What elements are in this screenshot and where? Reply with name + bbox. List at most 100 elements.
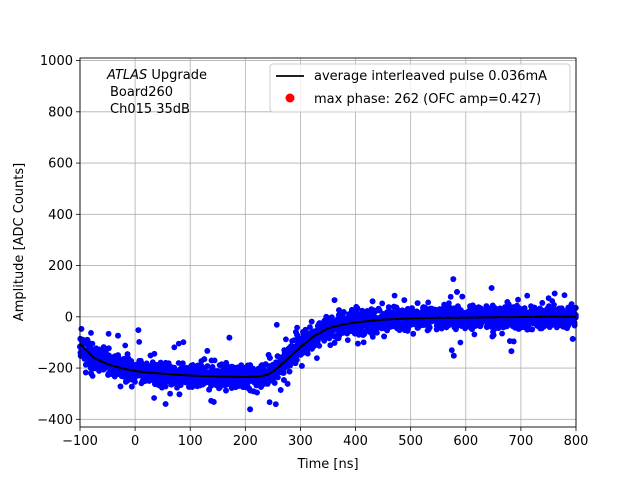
sample-point [151, 395, 158, 401]
sample-point [401, 327, 408, 333]
sample-point [247, 368, 254, 375]
sample-point [176, 391, 183, 398]
sample-point [244, 383, 251, 390]
sample-point [171, 344, 178, 351]
sample-point [446, 304, 453, 311]
sample-point [316, 325, 323, 331]
sample-point [204, 348, 211, 354]
sample-point [272, 401, 279, 408]
sample-point [204, 363, 211, 369]
sample-point [135, 327, 142, 333]
sample-point [370, 320, 377, 327]
annotation-line-2: Board260 [110, 85, 173, 100]
atlas-label: ATLAS [106, 68, 147, 83]
sample-point [109, 357, 115, 364]
sample-point [188, 379, 195, 385]
sample-point [414, 300, 421, 306]
sample-point [167, 390, 174, 397]
sample-point [463, 324, 470, 330]
sample-point [554, 324, 560, 330]
sample-scatter-series [77, 276, 579, 413]
sample-point [189, 362, 196, 368]
x-tick-label: 600 [453, 434, 478, 449]
sample-point [143, 360, 150, 367]
x-axis-ticks: −100 0 100 200 300 400 500 600 700 800 [62, 427, 588, 449]
sample-point [124, 351, 131, 358]
sample-point [446, 300, 452, 306]
sample-point [516, 309, 523, 315]
sample-point [258, 378, 265, 384]
sample-point [299, 363, 305, 369]
sample-point [314, 355, 320, 361]
sample-point [205, 377, 212, 384]
sample-point [87, 360, 94, 367]
sample-point [122, 342, 129, 349]
sample-point [355, 340, 361, 347]
sample-point [340, 309, 347, 315]
sample-point [265, 352, 272, 358]
average-pulse-line [79, 315, 576, 378]
sample-point [260, 365, 266, 372]
sample-point [214, 378, 221, 384]
sample-point [491, 326, 498, 332]
sample-point [369, 298, 376, 305]
sample-point [302, 326, 309, 333]
sample-point [77, 352, 84, 359]
sample-point [175, 340, 182, 347]
sample-point [277, 387, 284, 393]
sample-point [433, 310, 440, 317]
sample-point [512, 324, 518, 331]
sample-point [88, 330, 94, 336]
sample-point [78, 326, 85, 332]
sample-point [224, 371, 231, 378]
sample-point [341, 315, 348, 322]
sample-point [488, 285, 495, 291]
sample-point [273, 321, 280, 328]
sample-point [271, 380, 278, 386]
sample-point [483, 304, 490, 311]
sample-point [508, 348, 515, 355]
annotation-box: ATLAS Upgrade Board260 Ch015 35dB [106, 68, 207, 117]
sample-point [163, 376, 169, 382]
sample-point [561, 292, 568, 299]
sample-point [396, 327, 403, 333]
sample-point [337, 319, 343, 326]
sample-point [323, 334, 329, 341]
sample-point [410, 311, 417, 317]
sample-point [94, 348, 101, 355]
sample-point [235, 379, 242, 386]
sample-point [175, 360, 182, 366]
sample-point [453, 325, 459, 331]
sample-point [308, 318, 315, 325]
x-tick-label: 800 [564, 434, 589, 449]
sample-point [569, 336, 576, 342]
sample-point [182, 369, 189, 376]
sample-point [551, 290, 558, 297]
sample-point [521, 305, 528, 312]
sample-point [258, 384, 264, 390]
sample-point [462, 317, 468, 324]
sample-point [150, 373, 157, 379]
upgrade-label: Upgrade [147, 68, 207, 83]
sample-point [213, 368, 220, 375]
sample-point [83, 354, 90, 361]
sample-point [497, 310, 503, 317]
sample-point [162, 401, 169, 407]
sample-point [356, 311, 363, 318]
sample-point [568, 302, 575, 309]
sample-point [344, 330, 350, 337]
sample-point [129, 370, 136, 377]
sample-point [223, 387, 229, 394]
sample-point [124, 363, 131, 370]
sample-point [179, 360, 186, 367]
sample-point [141, 373, 148, 380]
sample-point [147, 352, 154, 359]
sample-point [304, 350, 311, 357]
x-tick-label: 500 [398, 434, 423, 449]
sample-point [391, 292, 398, 299]
sample-point [117, 383, 124, 390]
sample-point [524, 292, 531, 299]
sample-point [354, 322, 360, 329]
sample-point [107, 367, 114, 374]
sample-point [331, 333, 338, 340]
